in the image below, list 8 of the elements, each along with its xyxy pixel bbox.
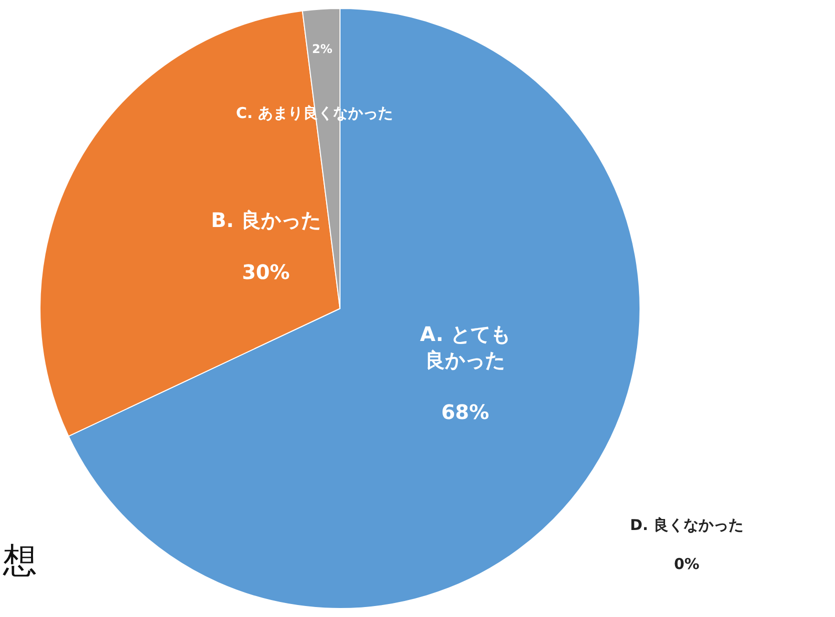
slice-label: A. とても良かった (420, 322, 510, 372)
text: 0% (674, 555, 700, 573)
data-label: 2% (312, 42, 332, 56)
slice-label: B. 良かった (211, 208, 321, 232)
data-label: 30% (242, 260, 290, 284)
text: 想 (2, 541, 37, 581)
data-label: 68% (441, 400, 490, 424)
category-label: D. 良くなかった (630, 516, 744, 534)
